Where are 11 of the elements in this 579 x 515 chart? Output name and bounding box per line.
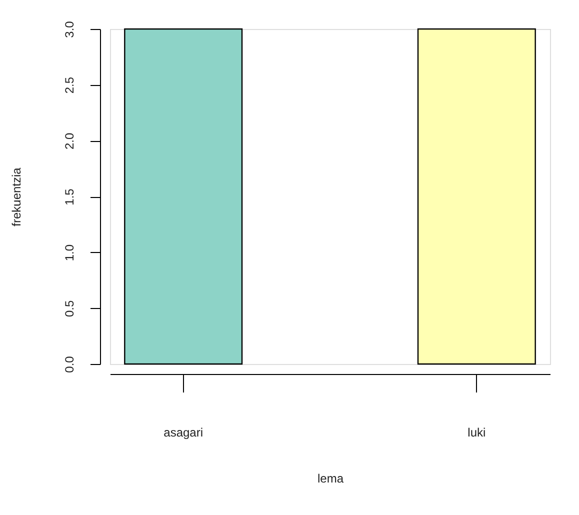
x-tick-label: luki	[468, 426, 486, 440]
y-tick-label: 2.0	[62, 132, 76, 150]
y-tick-label: 3.0	[62, 20, 76, 38]
x-tick-label: asagari	[164, 426, 204, 440]
x-axis-title: lema	[317, 472, 344, 486]
y-tick-label: 1.5	[62, 188, 76, 206]
y-axis-title: frekuentzia	[10, 167, 24, 226]
y-tick-label: 0.0	[62, 356, 76, 373]
y-tick-label: 1.0	[62, 244, 76, 262]
y-tick-label: 2.5	[62, 76, 76, 94]
y-tick-label: 0.5	[62, 300, 76, 318]
